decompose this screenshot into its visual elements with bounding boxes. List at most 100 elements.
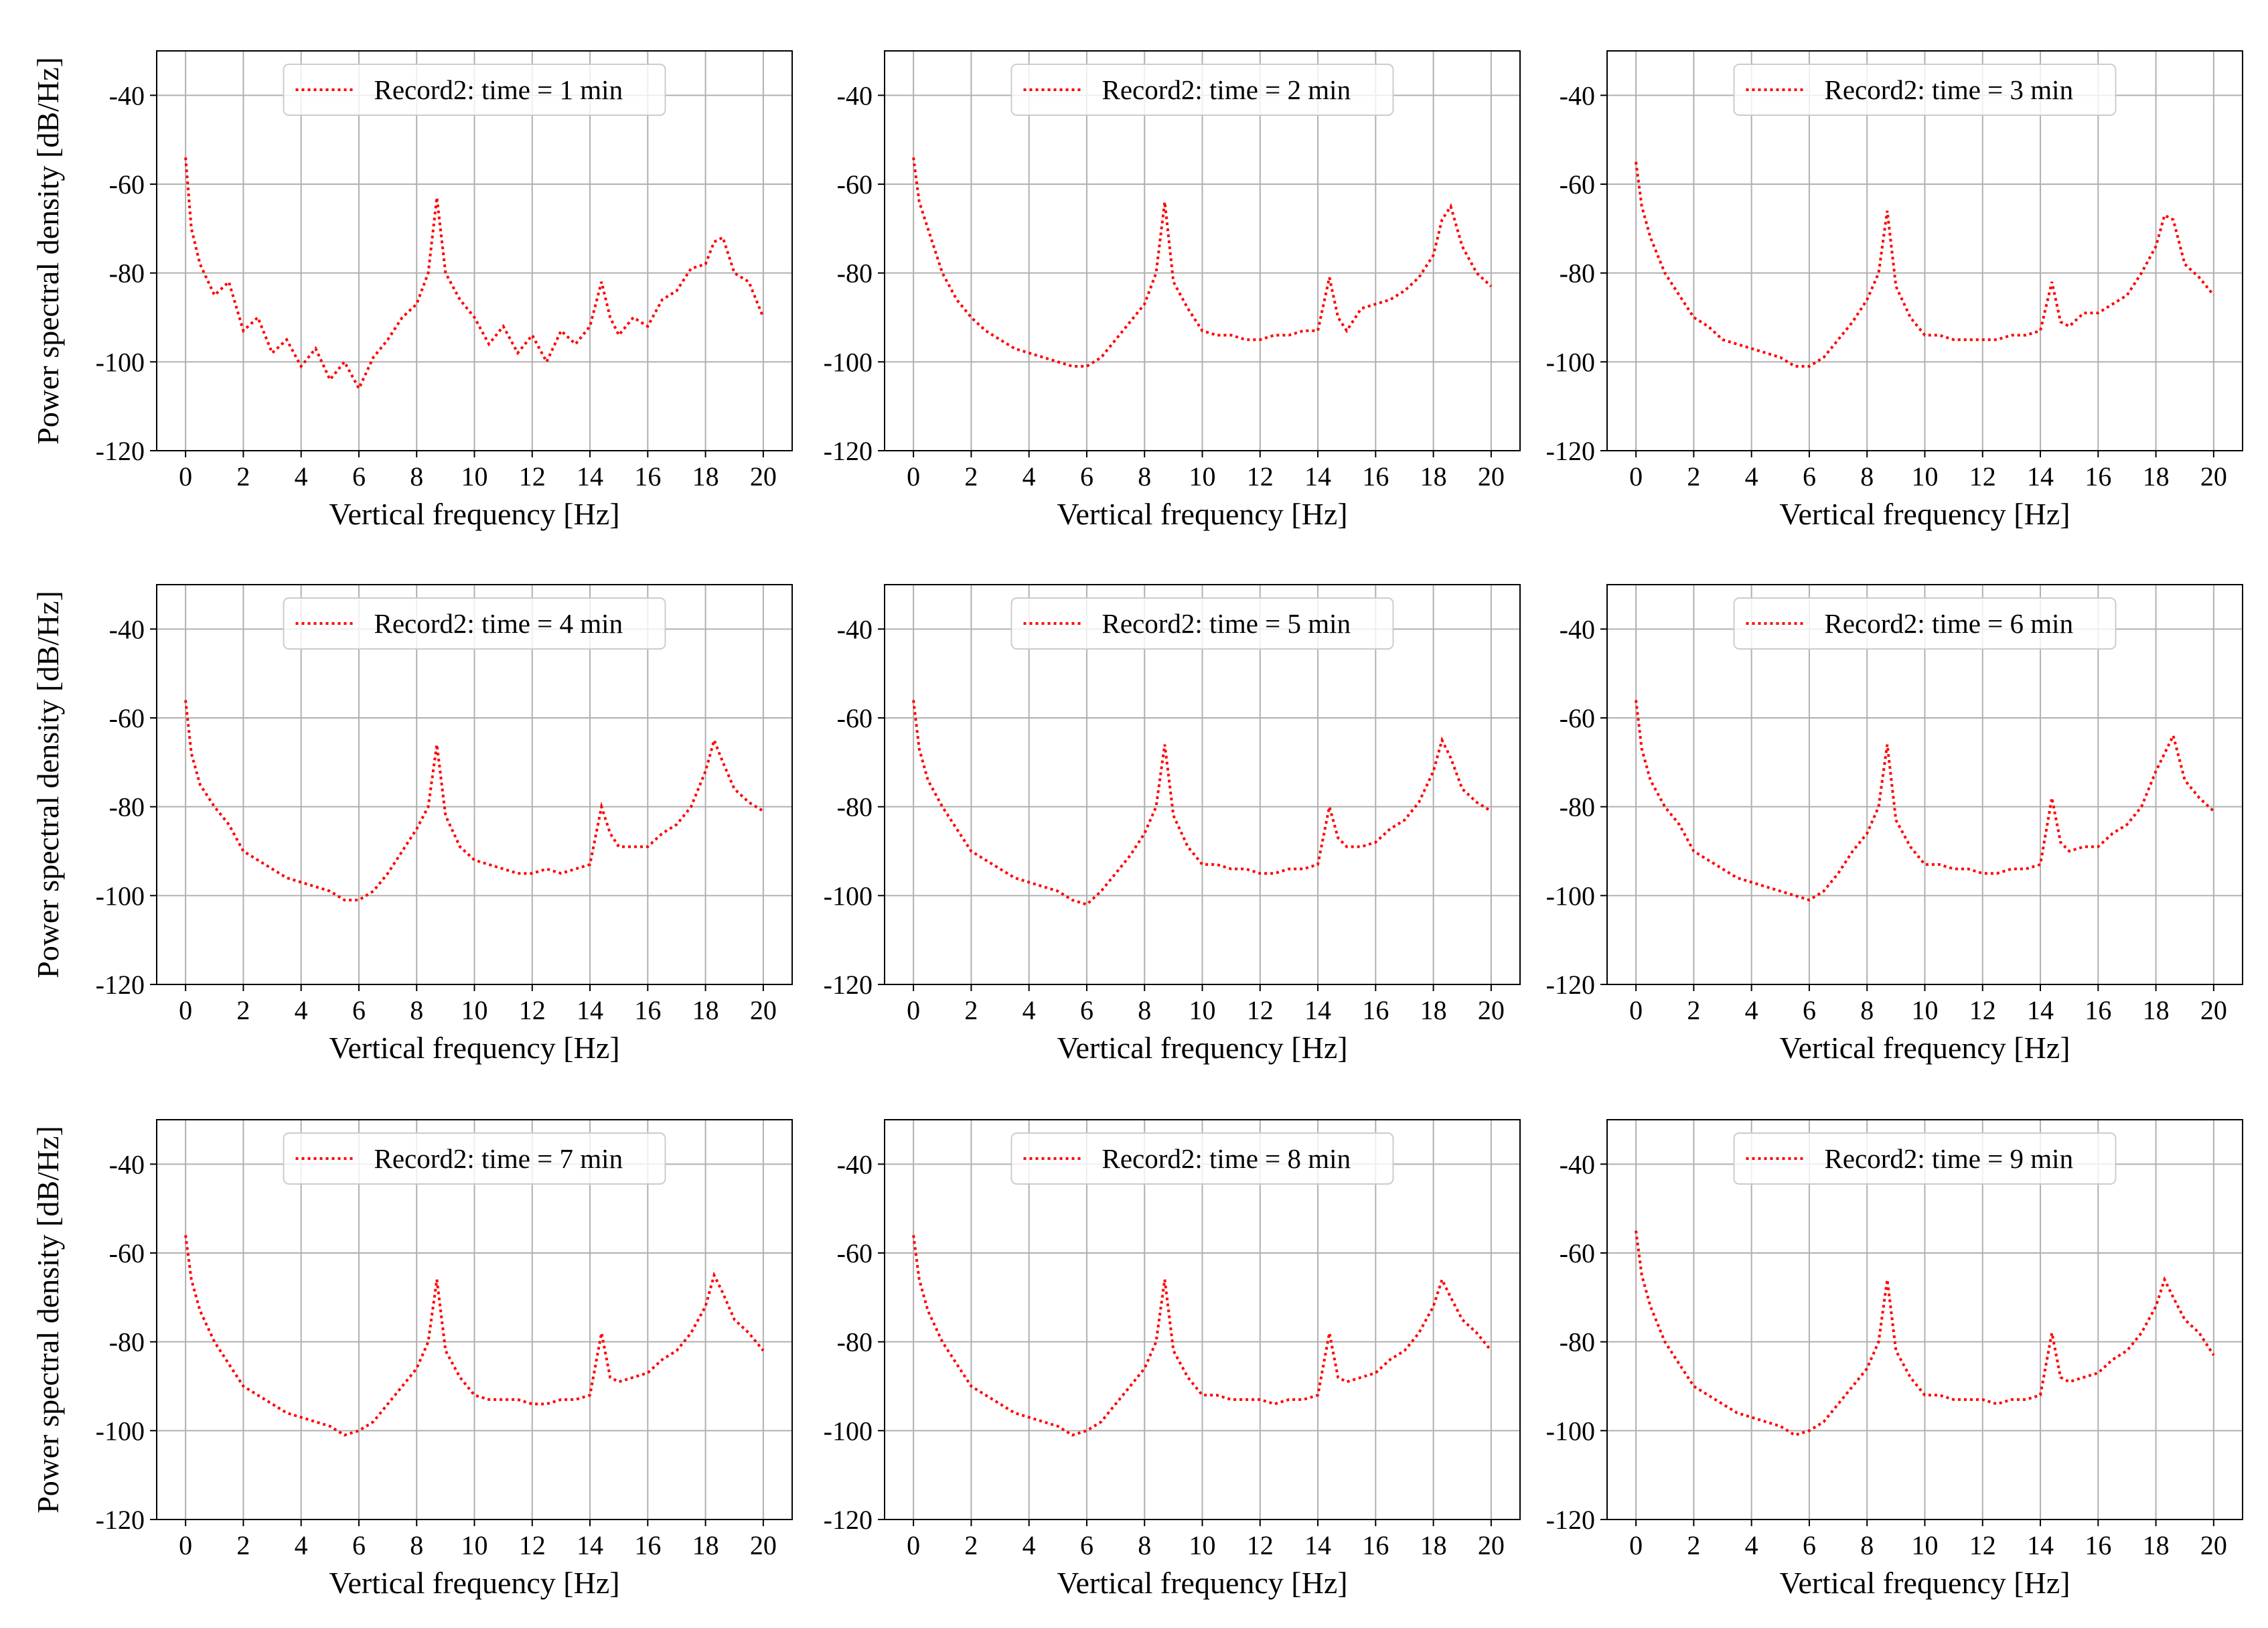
- legend-label: Record2: time = 4 min: [374, 608, 623, 639]
- x-tick-label: 20: [750, 1530, 777, 1560]
- x-tick-label: 20: [750, 995, 777, 1025]
- y-tick-label: -100: [824, 347, 873, 377]
- x-tick-label: 8: [1138, 461, 1151, 492]
- x-tick-label: 0: [907, 461, 920, 492]
- y-tick-label: -80: [837, 258, 873, 289]
- axes-frame: [156, 1119, 793, 1520]
- x-tick-label: 20: [2200, 995, 2227, 1025]
- x-tick-label: 2: [236, 995, 250, 1025]
- x-tick-label: 0: [1629, 995, 1643, 1025]
- psd-line: [184, 157, 765, 392]
- y-tick-label: -60: [837, 169, 873, 200]
- y-tick-label: -40: [837, 80, 873, 110]
- x-tick-label: 10: [1189, 1530, 1216, 1560]
- x-tick-label: 0: [179, 461, 192, 492]
- y-tick-label: -40: [837, 614, 873, 644]
- axes-frame: [884, 50, 1521, 451]
- y-tick-label: -60: [109, 703, 145, 733]
- legend-label: Record2: time = 2 min: [1102, 74, 1351, 105]
- axes-frame: [1606, 50, 2243, 451]
- x-tick-label: 16: [634, 1530, 661, 1560]
- y-axis-label: Power spectral density [dB/Hz]: [31, 57, 65, 445]
- plot-lines: [184, 157, 765, 392]
- x-tick-label: 6: [1803, 1530, 1816, 1560]
- x-tick-label: 0: [179, 1530, 192, 1560]
- psd-line: [912, 700, 1492, 906]
- plot-lines: [184, 1235, 765, 1437]
- y-tick-label: -60: [837, 703, 873, 733]
- y-tick-label: -120: [96, 970, 145, 1000]
- psd-line: [912, 1235, 1493, 1437]
- plot-lines: [912, 157, 1493, 368]
- subplot: 0 2 4 6 8 10 12 14 16 18 20 -120 -100 -80 -60 -40 Vertic…: [31, 50, 793, 531]
- legend-box: [1010, 64, 1394, 116]
- x-tick-label: 0: [179, 995, 192, 1025]
- x-tick-label: 14: [2027, 1530, 2054, 1560]
- y-tick-label: -40: [109, 614, 145, 644]
- y-tick-label: -80: [837, 1327, 873, 1357]
- x-tick-label: 12: [519, 461, 546, 492]
- legend-box: [283, 597, 666, 650]
- psd-line: [184, 700, 764, 901]
- x-tick-label: 4: [295, 1530, 308, 1560]
- x-tick-label: 2: [1687, 995, 1700, 1025]
- y-axis-label: Power spectral density [dB/Hz]: [31, 1126, 65, 1513]
- psd-line: [184, 1235, 765, 1437]
- x-tick-label: 2: [1687, 461, 1700, 492]
- x-axis-label: Vertical frequency [Hz]: [1779, 497, 2070, 531]
- y-tick-label: -120: [824, 970, 873, 1000]
- x-tick-label: 20: [750, 461, 777, 492]
- legend-label: Record2: time = 8 min: [1102, 1143, 1351, 1174]
- x-tick-label: 0: [907, 995, 920, 1025]
- y-tick-label: -60: [1560, 703, 1595, 733]
- x-tick-label: 14: [2027, 995, 2054, 1025]
- plot-lines: [1635, 1230, 2215, 1437]
- subplot: 0 2 4 6 8 10 12 14 16 18 20 -120 -100 -80 -60 -40 Vertic…: [1546, 1119, 2243, 1600]
- x-tick-label: 14: [577, 1530, 603, 1560]
- axes-frame: [1606, 1119, 2243, 1520]
- x-tick-label: 6: [352, 995, 366, 1025]
- legend-label: Record2: time = 1 min: [374, 74, 623, 105]
- x-tick-label: 10: [461, 995, 488, 1025]
- subplot: 0 2 4 6 8 10 12 14 16 18 20 -120 -100 -80 -60 -40 Vertic…: [31, 584, 793, 1065]
- x-tick-label: 10: [1912, 1530, 1939, 1560]
- subplot: 0 2 4 6 8 10 12 14 16 18 20 -120 -100 -80 -60 -40 Vertic…: [31, 1119, 793, 1600]
- x-tick-label: 18: [2143, 1530, 2170, 1560]
- x-tick-label: 10: [1189, 461, 1216, 492]
- psd-line: [1635, 700, 2215, 902]
- subplot: 0 2 4 6 8 10 12 14 16 18 20 -120 -100 -80 -60 -40 Vertic…: [1546, 50, 2243, 531]
- y-tick-label: -100: [1546, 881, 1595, 911]
- x-axis-label: Vertical frequency [Hz]: [1057, 1566, 1347, 1600]
- x-tick-label: 6: [1080, 995, 1093, 1025]
- x-tick-label: 4: [1023, 461, 1036, 492]
- x-tick-label: 20: [1478, 1530, 1505, 1560]
- plot-lines: [1635, 161, 2215, 368]
- x-tick-label: 16: [2085, 995, 2111, 1025]
- plot-lines: [912, 700, 1492, 906]
- y-tick-label: -40: [109, 80, 145, 110]
- x-tick-label: 14: [1304, 461, 1331, 492]
- y-tick-label: -120: [96, 436, 145, 466]
- x-tick-label: 10: [1912, 461, 1939, 492]
- y-tick-label: -120: [1546, 1505, 1595, 1535]
- subplot: 0 2 4 6 8 10 12 14 16 18 20 -120 -100 -80 -60 -40 Vertic…: [1546, 584, 2243, 1065]
- x-tick-label: 8: [410, 995, 423, 1025]
- x-tick-label: 20: [1478, 461, 1505, 492]
- x-tick-label: 2: [236, 461, 250, 492]
- y-tick-label: -60: [1560, 1238, 1595, 1268]
- x-tick-label: 8: [1860, 1530, 1874, 1560]
- subplot: 0 2 4 6 8 10 12 14 16 18 20 -120 -100 -80 -60 -40 Vertic…: [824, 1119, 1521, 1600]
- x-tick-label: 8: [1138, 995, 1151, 1025]
- x-tick-label: 4: [1023, 1530, 1036, 1560]
- x-tick-label: 14: [577, 461, 603, 492]
- x-axis-label: Vertical frequency [Hz]: [329, 497, 619, 531]
- x-tick-label: 6: [1080, 1530, 1093, 1560]
- x-tick-label: 6: [352, 461, 366, 492]
- plot-lines: [1635, 700, 2215, 902]
- x-tick-label: 12: [1969, 1530, 1996, 1560]
- legend-box: [1733, 64, 2117, 116]
- x-tick-label: 16: [1362, 995, 1389, 1025]
- y-tick-label: -80: [109, 792, 145, 822]
- legend-label: Record2: time = 9 min: [1825, 1143, 2074, 1174]
